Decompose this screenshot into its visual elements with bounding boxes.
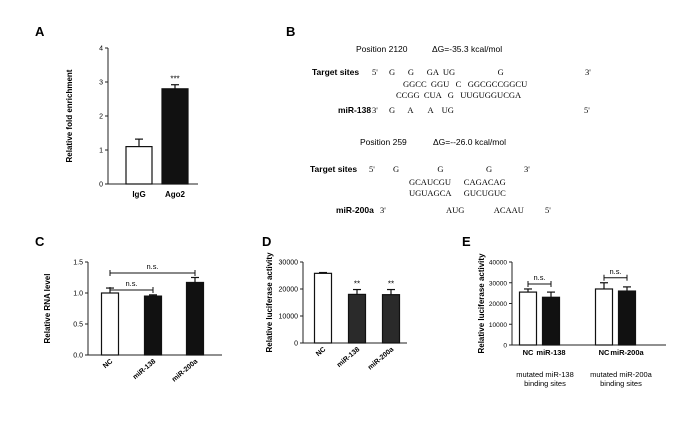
y-axis-label-e: Relative luciferase activity <box>477 253 486 354</box>
category-label-d: NC <box>315 346 327 358</box>
y-tick-label-d: 30000 <box>279 260 299 267</box>
site2-target-5prime: 5' <box>369 164 375 174</box>
bracket-label-e: n.s. <box>609 267 621 276</box>
bar-a <box>125 146 153 185</box>
y-tick-label-a: 4 <box>99 46 103 53</box>
bar-d <box>313 272 333 344</box>
significance-mark-d: ** <box>388 280 394 289</box>
y-tick-label-d: 10000 <box>279 314 299 321</box>
significance-mark-a: *** <box>170 75 179 84</box>
category-label-d: miR-138 <box>336 346 361 369</box>
site1-bottom-unpaired: G A A UG <box>389 105 454 115</box>
y-axis-label-d: Relative luciferase activity <box>265 252 274 353</box>
category-label-a: Ago2 <box>165 190 186 199</box>
y-tick-label-d: 20000 <box>279 287 299 294</box>
site1-top-unpaired: G G GA UG G <box>389 67 504 77</box>
site2-mirna-3prime: 3' <box>380 205 386 215</box>
sequence-alignment-panel: Position 2120 ΔG=-35.3 kcal/mol Target s… <box>310 44 591 215</box>
y-tick-label-a: 2 <box>99 114 103 121</box>
chart-panel-d: 0 10000 20000 30000 Relative luciferase acti… <box>265 252 407 372</box>
site2-target-3prime: 3' <box>524 164 530 174</box>
panel-letter-a: A <box>35 24 45 39</box>
category-label-c: NC <box>102 358 114 370</box>
chart-panel-c: 0.0 0.5 1.0 1.5 Relative RNA level NC miR-138 m… <box>43 260 222 384</box>
category-label-c: miR-138 <box>132 358 157 381</box>
bracket-label-c: n.s. <box>125 279 137 288</box>
site2-delta-g: ΔG=--26.0 kcal/mol <box>433 137 506 147</box>
category-label-c: miR-200a <box>171 358 199 383</box>
bracket-label-e: n.s. <box>533 273 545 282</box>
group-label-mir138-line2: binding sites <box>524 379 566 388</box>
site1-target-5prime: 5' <box>372 67 378 77</box>
bar-c <box>100 292 120 356</box>
site2-mirna-5prime: 5' <box>545 205 551 215</box>
panel-letter-e: E <box>462 234 471 249</box>
site1-delta-g: ΔG=-35.3 kcal/mol <box>432 44 502 54</box>
site2-position: Position 259 <box>360 137 407 147</box>
y-tick-label-e: 10000 <box>489 322 507 329</box>
site1-bottom-paired: CCGG CUA G UUGUGGUCGA <box>396 90 522 100</box>
bar-a <box>161 88 189 185</box>
category-label-d: miR-200a <box>367 346 395 371</box>
y-tick-label-e: 30000 <box>489 280 507 287</box>
panel-letter-d: D <box>262 234 271 249</box>
category-label-e: miR-200a <box>610 348 644 357</box>
significance-mark-d: ** <box>354 280 360 289</box>
site2-bottom-unpaired: AUG ACAAU <box>446 205 524 215</box>
site1-target-label: Target sites <box>312 67 359 77</box>
bar-d <box>381 294 401 344</box>
y-axis-label-a: Relative fold enrichment <box>65 69 74 162</box>
site1-target-3prime: 3' <box>585 67 591 77</box>
site1-mirna-5prime: 5' <box>584 105 590 115</box>
y-tick-label-a: 0 <box>99 182 103 189</box>
site2-top-paired: GCAUCGU CAGACAG <box>409 177 506 187</box>
category-label-e: NC <box>599 348 610 357</box>
site2-bottom-paired: UGUAGCA GUCUGUC <box>409 188 506 198</box>
y-tick-label-c: 1.5 <box>73 260 83 267</box>
y-tick-label-c: 0.0 <box>73 353 83 360</box>
site2-top-unpaired: G G G <box>393 164 492 174</box>
site2-mirna-label: miR-200a <box>336 205 374 215</box>
site1-mirna-label: miR-138 <box>338 105 371 115</box>
bracket-label-c: n.s. <box>146 262 158 271</box>
bar-e <box>518 291 538 346</box>
bar-e <box>617 290 637 346</box>
panel-letter-b: B <box>286 24 295 39</box>
group-label-mir200a-line2: binding sites <box>600 379 642 388</box>
site1-top-paired: GGCC GGU C GGCGCCGGCU <box>403 79 527 89</box>
y-tick-label-e: 0 <box>503 343 507 350</box>
y-axis-label-c: Relative RNA level <box>43 274 52 344</box>
bar-d <box>347 293 367 344</box>
chart-panel-a: 0 1 2 3 4 Relative fold enrichment IgG Ago2 *** <box>65 46 198 199</box>
bar-c <box>143 295 163 356</box>
category-label-a: IgG <box>132 190 145 199</box>
y-tick-label-c: 1.0 <box>73 291 83 298</box>
y-tick-label-e: 20000 <box>489 301 507 308</box>
site1-position: Position 2120 <box>356 44 408 54</box>
site1-mirna-3prime: 3' <box>372 105 378 115</box>
bar-c <box>185 281 205 356</box>
bar-e <box>594 288 614 346</box>
panel-letter-c: C <box>35 234 45 249</box>
y-tick-label-c: 0.5 <box>73 322 83 329</box>
site2-target-label: Target sites <box>310 164 357 174</box>
category-label-e: NC <box>523 348 534 357</box>
group-label-mir138-line1: mutated miR-138 <box>516 370 574 379</box>
y-tick-label-a: 1 <box>99 148 103 155</box>
group-label-mir200a-line1: mutated miR-200a <box>590 370 653 379</box>
y-tick-label-e: 40000 <box>489 260 507 267</box>
y-tick-label-d: 0 <box>294 341 298 348</box>
bar-e <box>541 296 561 346</box>
category-label-e: miR-138 <box>536 348 565 357</box>
y-tick-label-a: 3 <box>99 80 103 87</box>
